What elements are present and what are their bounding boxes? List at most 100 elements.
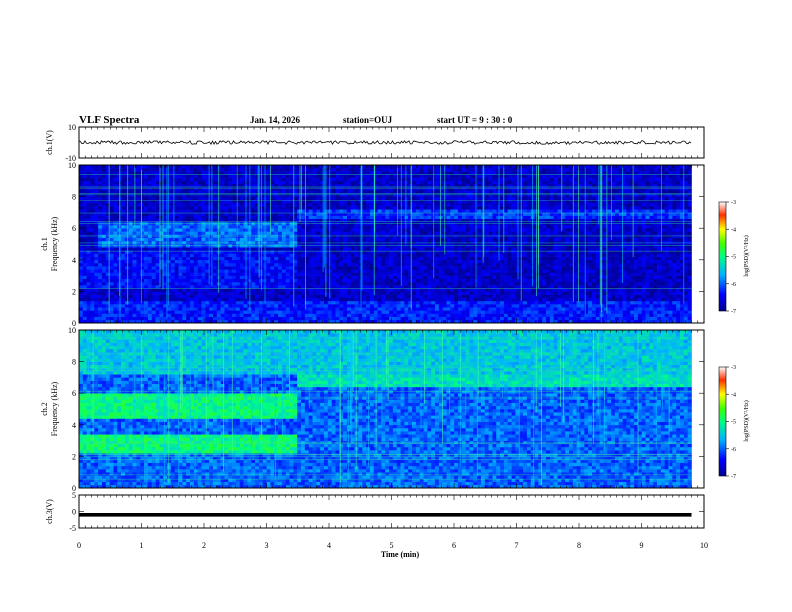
- spectrogram-cell: [389, 276, 393, 279]
- spectrogram-cell: [175, 263, 179, 266]
- spectrogram-cell: [190, 250, 194, 253]
- spectrogram-cell: [125, 272, 129, 275]
- spectrogram-cell: [320, 269, 324, 272]
- spectrogram-cell: [397, 247, 401, 250]
- spectrogram-cell: [316, 269, 320, 272]
- spectrogram-cell: [259, 190, 263, 193]
- spectrogram-cell: [98, 263, 102, 266]
- spectrogram-cell: [198, 241, 202, 244]
- spectrogram-cell: [435, 298, 439, 301]
- spectrogram-cell: [140, 288, 144, 291]
- spectrogram-cell: [416, 181, 420, 184]
- spectrogram-cell: [416, 285, 420, 288]
- spectrogram-cell: [79, 282, 83, 285]
- spectrogram-cell: [324, 314, 328, 317]
- spectrogram-cell: [171, 257, 175, 260]
- spectrogram-cell: [404, 288, 408, 291]
- spectrogram-cell: [194, 276, 198, 279]
- spectrogram-cell: [110, 216, 114, 219]
- spectrogram-cell: [251, 250, 255, 253]
- spectrogram-cell: [156, 250, 160, 253]
- spectrogram-cell: [309, 257, 313, 260]
- spectrogram-cell: [404, 314, 408, 317]
- spectrogram-cell: [202, 310, 206, 313]
- spectrogram-cell: [224, 193, 228, 196]
- spectrogram-cell: [198, 168, 202, 171]
- spectrogram-cell: [194, 181, 198, 184]
- spectrogram-cell: [412, 298, 416, 301]
- spectrogram-cell: [167, 272, 171, 275]
- spectrogram-cell: [167, 225, 171, 228]
- spectrogram-cell: [424, 304, 428, 307]
- spectrogram-cell: [232, 257, 236, 260]
- spectrogram-cell: [228, 301, 232, 304]
- spectrogram-cell: [224, 235, 228, 238]
- spectrogram-cell: [408, 225, 412, 228]
- spectrogram-cell: [198, 276, 202, 279]
- spectrogram-cell: [167, 276, 171, 279]
- spectrogram-cell: [335, 260, 339, 263]
- spectrogram-cell: [171, 282, 175, 285]
- spectrogram-cell: [79, 285, 83, 288]
- spectrogram-cell: [404, 260, 408, 263]
- spectrogram-cell: [129, 307, 133, 310]
- spectrogram-cell: [87, 235, 91, 238]
- spectrogram-cell: [270, 304, 274, 307]
- spectrogram-cell: [129, 178, 133, 181]
- spectrogram-cell: [251, 168, 255, 171]
- spectrogram-cell: [259, 228, 263, 231]
- spectrogram-cell: [186, 282, 190, 285]
- spectrogram-cell: [332, 288, 336, 291]
- spectrogram-cell: [424, 253, 428, 256]
- spectrogram-cell: [224, 197, 228, 200]
- spectrogram-cell: [136, 301, 140, 304]
- spectrogram-cell: [355, 174, 359, 177]
- spectrogram-cell: [389, 187, 393, 190]
- spectrogram-cell: [113, 250, 117, 253]
- spectrogram-cell: [202, 317, 206, 320]
- spectrogram-cell: [140, 269, 144, 272]
- spectrogram-cell: [301, 257, 305, 260]
- spectrogram-cell: [381, 272, 385, 275]
- spectrogram-cell: [389, 282, 393, 285]
- spectrogram-cell: [83, 304, 87, 307]
- spectrogram-cell: [102, 269, 106, 272]
- spectrogram-cell: [236, 266, 240, 269]
- spectrogram-cell: [148, 298, 152, 301]
- spectrogram-cell: [313, 279, 317, 282]
- spectrogram-cell: [194, 260, 198, 263]
- spectrogram-cell: [309, 231, 313, 234]
- spectrogram-cell: [297, 241, 301, 244]
- spectrogram-cell: [259, 279, 263, 282]
- spectrogram-cell: [190, 282, 194, 285]
- spectrogram-cell: [435, 295, 439, 298]
- spectrogram-cell: [431, 260, 435, 263]
- spectrogram-cell: [439, 238, 443, 241]
- spectrogram-cell: [205, 307, 209, 310]
- spectrogram-cell: [282, 206, 286, 209]
- spectrogram-cell: [393, 291, 397, 294]
- spectrogram-cell: [133, 228, 137, 231]
- spectrogram-cell: [439, 193, 443, 196]
- spectrogram-cell: [282, 178, 286, 181]
- spectrogram-cell: [381, 310, 385, 313]
- spectrogram-cell: [121, 291, 125, 294]
- spectrogram-cell: [343, 250, 347, 253]
- spectrogram-cell: [332, 307, 336, 310]
- spectrogram-cell: [343, 291, 347, 294]
- spectrogram-cell: [136, 247, 140, 250]
- spectrogram-cell: [232, 282, 236, 285]
- spectrogram-cell: [236, 197, 240, 200]
- spectrogram-cell: [290, 288, 294, 291]
- spectrogram-cell: [362, 238, 366, 241]
- spectrogram-cell: [427, 174, 431, 177]
- spectrogram-cell: [378, 304, 382, 307]
- spectrogram-cell: [389, 174, 393, 177]
- spectrogram-cell: [240, 282, 244, 285]
- spectrogram-cell: [351, 181, 355, 184]
- spectrogram-cell: [232, 193, 236, 196]
- spectrogram-cell: [362, 209, 366, 212]
- spectrogram-cell: [182, 291, 186, 294]
- spectrogram-cell: [171, 231, 175, 234]
- spectrogram-cell: [339, 216, 343, 219]
